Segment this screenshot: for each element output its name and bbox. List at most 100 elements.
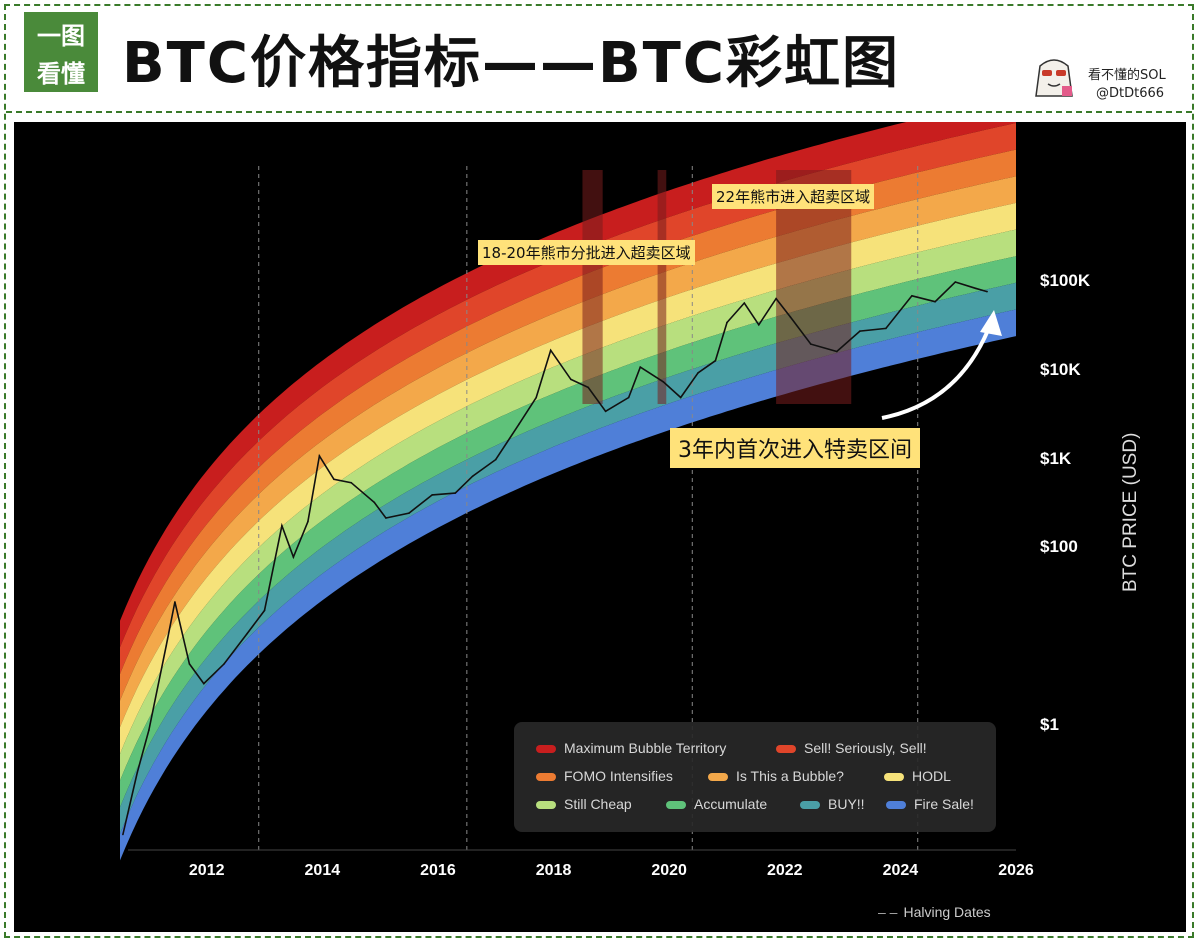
price-point	[535, 396, 538, 399]
price-point	[639, 366, 642, 368]
price-point	[604, 410, 607, 413]
highlight-period	[776, 170, 852, 404]
price-point	[122, 833, 124, 836]
legend-label: Still Cheap	[564, 796, 632, 812]
legend-swatch	[886, 801, 906, 810]
price-point	[246, 632, 248, 635]
price-point	[165, 645, 168, 647]
price-point	[757, 323, 760, 326]
price-point	[318, 455, 321, 457]
legend-item: FOMO Intensifies	[536, 768, 673, 784]
legend-item: BUY!!	[800, 796, 865, 812]
halving-legend-label: Halving Dates	[903, 904, 991, 920]
price-point	[471, 475, 474, 478]
rainbow-band	[120, 122, 1016, 648]
annotation-bear-2018: 18-20年熊市分批进入超卖区域	[478, 240, 695, 265]
price-point	[281, 524, 283, 527]
price-point	[494, 458, 497, 461]
y-axis-title: BTC PRICE (USD)	[1120, 432, 1141, 592]
price-point	[350, 481, 353, 484]
price-point	[292, 556, 295, 558]
legend-label: FOMO Intensifies	[564, 768, 673, 784]
legend-item: Accumulate	[666, 796, 767, 812]
price-point	[697, 371, 699, 374]
x-tick-label: 2012	[188, 862, 225, 879]
legend-label: Maximum Bubble Territory	[564, 740, 727, 756]
legend-swatch	[536, 773, 556, 782]
legend-item: Maximum Bubble Territory	[536, 740, 726, 756]
legend-swatch	[800, 801, 820, 810]
legend-swatch	[536, 745, 556, 754]
price-point	[743, 302, 746, 304]
x-tick-label: 2016	[420, 862, 456, 879]
annotation-bear-2022: 22年熊市进入超卖区域	[712, 184, 875, 209]
y-tick-label: $1K	[1040, 448, 1072, 468]
price-point	[679, 396, 682, 399]
x-tick-label: 2020	[651, 862, 687, 879]
arrow-head-icon	[980, 310, 1002, 336]
legend-label: Fire Sale!	[914, 796, 974, 812]
price-point	[570, 378, 572, 381]
chart-area: $1 $100 $1K $10K $100K 2012 2014 2016 2018 2020 2…	[14, 122, 1186, 932]
price-point	[307, 520, 309, 523]
price-point	[662, 381, 665, 383]
price-point	[859, 330, 861, 332]
y-tick-label: $1	[1040, 715, 1059, 734]
price-point	[385, 517, 387, 519]
price-point	[934, 300, 936, 303]
highlight-period	[657, 170, 667, 404]
price-point	[726, 321, 728, 324]
legend-label: Accumulate	[694, 796, 768, 812]
price-point	[408, 512, 410, 514]
price-point	[373, 501, 376, 504]
legend-item: HODL	[884, 768, 951, 784]
price-point	[454, 492, 457, 494]
price-point	[188, 663, 191, 665]
y-tick-label: $100K	[1040, 271, 1091, 290]
price-point	[775, 297, 777, 300]
legend-swatch	[666, 801, 686, 810]
annotation-first-sale: 3年内首次进入特卖区间	[670, 428, 920, 468]
logo-line-2: 看懂	[37, 60, 85, 88]
legend-item: Fire Sale!	[886, 796, 974, 812]
highlight-periods	[582, 170, 852, 404]
legend: Maximum Bubble Territory Sell! Seriously…	[514, 722, 996, 832]
price-point	[986, 290, 988, 293]
legend-label: BUY!!	[828, 796, 865, 812]
arrow-icon	[881, 319, 994, 420]
outer-border	[4, 4, 1194, 938]
logo-line-1: 一图	[37, 22, 85, 50]
price-point	[627, 396, 630, 399]
y-tick-label: $100	[1040, 537, 1078, 557]
x-tick-label: 2024	[882, 862, 919, 879]
legend-label: Is This a Bubble?	[736, 768, 844, 784]
price-point	[587, 386, 590, 389]
mascot-icon	[1035, 59, 1073, 97]
author-name: 看不懂的SOL	[1088, 68, 1166, 83]
legend-item: Sell! Seriously, Sell!	[776, 740, 927, 756]
price-point	[954, 281, 957, 283]
highlight-period	[582, 170, 603, 404]
legend-label: Sell! Seriously, Sell!	[804, 740, 927, 756]
halving-legend: – – Halving Dates	[878, 904, 991, 920]
price-point	[809, 343, 812, 345]
legend-label: HODL	[912, 768, 951, 784]
price-point	[885, 327, 887, 330]
page-title: BTC价格指标——BTC彩虹图	[122, 31, 900, 96]
price-point	[263, 609, 266, 612]
header-divider	[6, 111, 1192, 113]
price-point	[148, 729, 150, 731]
rainbow-bands	[120, 122, 1016, 861]
price-point	[333, 478, 335, 481]
price-point	[974, 287, 977, 290]
price-point	[136, 771, 139, 774]
price-series	[122, 281, 988, 836]
price-point	[714, 359, 717, 362]
price-point	[223, 663, 225, 665]
legend-swatch	[776, 745, 796, 754]
x-tick-label: 2014	[304, 862, 341, 879]
legend-item: Is This a Bubble?	[708, 768, 844, 784]
y-tick-label: $10K	[1040, 359, 1081, 379]
price-point	[911, 294, 913, 297]
price-point	[549, 349, 552, 352]
